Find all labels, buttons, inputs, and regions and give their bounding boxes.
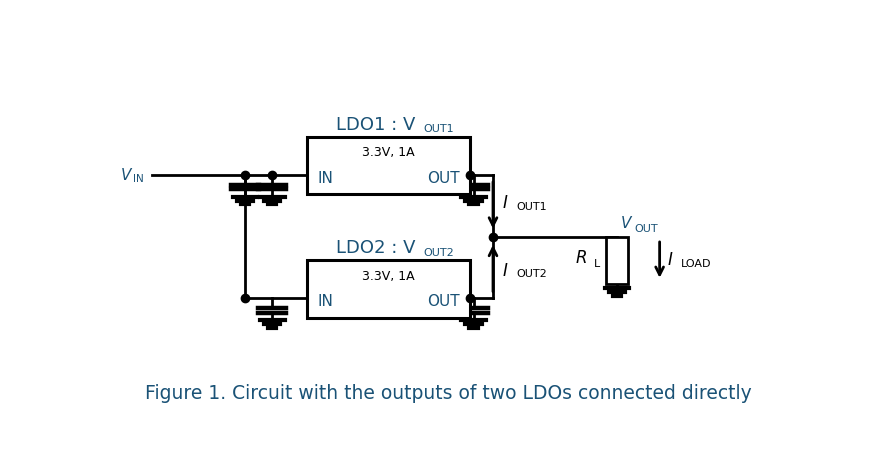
- Text: OUT: OUT: [427, 171, 459, 186]
- Text: I: I: [668, 251, 672, 269]
- Text: IN: IN: [317, 171, 333, 186]
- Text: IN: IN: [317, 294, 333, 309]
- Text: I: I: [502, 194, 507, 212]
- Text: LDO1 : V: LDO1 : V: [336, 116, 415, 133]
- Text: 3.3V, 1A: 3.3V, 1A: [362, 146, 415, 159]
- Text: IN: IN: [133, 174, 144, 185]
- Text: LOAD: LOAD: [681, 259, 711, 269]
- Text: V: V: [621, 216, 631, 232]
- Text: R: R: [575, 249, 587, 267]
- Text: I: I: [502, 262, 507, 279]
- Text: OUT1: OUT1: [516, 202, 547, 212]
- Text: V: V: [121, 168, 131, 183]
- Text: 3.3V, 1A: 3.3V, 1A: [362, 270, 415, 283]
- Text: LDO2 : V: LDO2 : V: [336, 239, 415, 257]
- Bar: [307, 137, 470, 194]
- Text: OUT2: OUT2: [424, 247, 454, 258]
- Text: OUT: OUT: [634, 225, 658, 234]
- Bar: [606, 237, 628, 285]
- Text: Figure 1. Circuit with the outputs of two LDOs connected directly: Figure 1. Circuit with the outputs of tw…: [145, 384, 752, 403]
- Text: OUT2: OUT2: [516, 269, 547, 279]
- Text: L: L: [594, 259, 600, 269]
- Bar: [307, 260, 470, 318]
- Text: OUT: OUT: [427, 294, 459, 309]
- Text: OUT1: OUT1: [424, 124, 454, 134]
